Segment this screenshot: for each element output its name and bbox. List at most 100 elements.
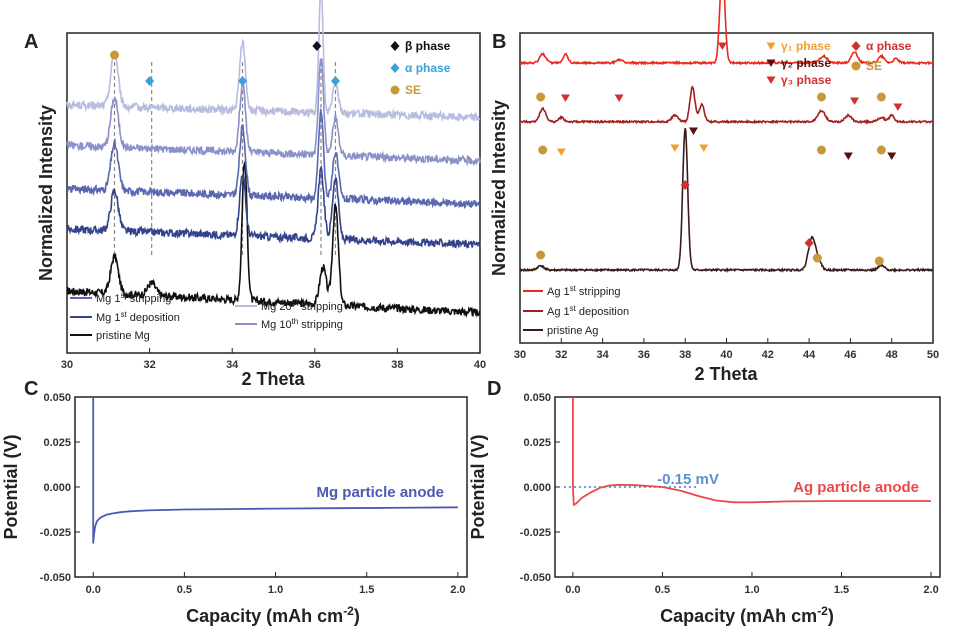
- legend-label: Mg 1st deposition: [96, 310, 180, 324]
- legend-label: Ag 1st deposition: [547, 304, 629, 318]
- alpha-marker: [680, 180, 690, 190]
- legend-label: pristine Ag: [547, 325, 598, 337]
- y-tick-label: -0.025: [40, 527, 71, 539]
- x-tick-label: 50: [927, 349, 939, 361]
- x-tick-label: 30: [514, 349, 526, 361]
- panel-a-ylabel: Normalized Intensity: [36, 105, 56, 281]
- panel-a-xrd-mg: 30 32 34 36 38 40 Mg 1st stripping Mg 1st depo…: [36, 0, 486, 389]
- x-tick-label: 46: [844, 349, 856, 361]
- gamma2-marker: [843, 152, 853, 160]
- y-tick-label: 0.000: [43, 482, 71, 494]
- gamma1-marker: [670, 144, 680, 152]
- x-tick-label: 32: [143, 359, 155, 371]
- series-line: [519, 128, 934, 274]
- panel-d-ylabel: Potential (V): [468, 434, 488, 539]
- y-tick-label: 0.025: [43, 437, 71, 449]
- legend-marker-label: α phase: [405, 61, 451, 75]
- y-tick-label: -0.050: [40, 572, 71, 584]
- x-tick-label: 44: [803, 349, 816, 361]
- legend-marker-label: β phase: [405, 39, 451, 53]
- panel-c-voltage-mg: 0.0 0.5 1.0 1.5 2.0 -0.050 -0.025 0.000 0.025 0.0…: [1, 392, 468, 626]
- legend-marker: [390, 41, 400, 51]
- SE-marker: [812, 253, 822, 263]
- y-tick-label: -0.050: [520, 572, 551, 584]
- alpha-marker: [238, 76, 248, 86]
- gamma2-marker: [887, 152, 897, 160]
- series-line: [66, 164, 481, 250]
- gamma2-marker: [688, 127, 698, 135]
- x-tick-label: 2.0: [450, 584, 465, 596]
- series-line: [92, 397, 458, 544]
- SE-marker: [816, 145, 826, 155]
- series-line: [572, 397, 931, 506]
- SE-marker: [816, 92, 826, 102]
- x-tick-label: 38: [391, 359, 403, 371]
- x-tick-label: 1.5: [834, 584, 849, 596]
- series-line: [66, 58, 481, 167]
- y-tick-label: 0.050: [43, 392, 71, 404]
- gamma1-marker: [556, 148, 566, 156]
- legend-marker-label: α phase: [866, 39, 912, 53]
- x-tick-label: 0.0: [565, 584, 580, 596]
- panel-b-label: B: [492, 31, 506, 53]
- legend-marker: [390, 85, 400, 95]
- panel-d-ref-annotation: -0.15 mV: [657, 471, 719, 488]
- alpha-marker: [804, 238, 814, 248]
- panel-c-ylabel: Potential (V): [1, 434, 21, 539]
- y-tick-label: 0.000: [523, 482, 551, 494]
- SE-marker: [109, 50, 119, 60]
- legend-label: pristine Mg: [96, 330, 150, 342]
- x-tick-label: 0.5: [177, 584, 192, 596]
- series-line: [519, 85, 934, 125]
- x-tick-label: 34: [226, 359, 239, 371]
- legend-marker-label: γ₃ phase: [781, 73, 832, 87]
- series-line: [66, 161, 481, 318]
- x-tick-label: 40: [474, 359, 486, 371]
- SE-marker: [876, 92, 886, 102]
- gamma3-marker: [560, 94, 570, 102]
- SE-marker: [538, 145, 548, 155]
- panel-c-label: C: [24, 378, 38, 400]
- SE-marker: [536, 92, 546, 102]
- legend-label: Mg 10th stripping: [261, 317, 343, 331]
- legend-label: Mg 1st stripping: [96, 291, 171, 305]
- x-tick-label: 32: [555, 349, 567, 361]
- x-tick-label: 30: [61, 359, 73, 371]
- panel-a-label: A: [24, 31, 38, 53]
- legend-marker-label: SE: [405, 83, 421, 97]
- x-tick-label: 0.5: [655, 584, 670, 596]
- y-tick-label: 0.025: [523, 437, 551, 449]
- x-tick-label: 48: [886, 349, 898, 361]
- series-line: [519, 0, 934, 66]
- panel-c-xlabel: Capacity (mAh cm-2): [186, 604, 360, 626]
- panel-b-xlabel: 2 Theta: [694, 364, 758, 384]
- x-tick-label: 38: [679, 349, 691, 361]
- gamma1-marker: [699, 144, 709, 152]
- legend-marker-label: SE: [866, 59, 882, 73]
- x-tick-label: 0.0: [86, 584, 101, 596]
- legend-marker: [851, 41, 861, 51]
- y-tick-label: -0.025: [520, 527, 551, 539]
- legend-marker: [851, 61, 861, 71]
- legend-marker: [766, 42, 776, 50]
- gamma3-marker: [893, 103, 903, 111]
- panel-c-annotation: Mg particle anode: [316, 484, 444, 501]
- gamma3-marker: [850, 97, 860, 105]
- legend-marker-label: γ₂ phase: [781, 56, 831, 70]
- alpha-marker: [330, 76, 340, 86]
- gamma3-marker: [717, 42, 727, 50]
- gamma3-marker: [614, 94, 624, 102]
- panel-d-xlabel: Capacity (mAh cm-2): [660, 604, 834, 626]
- x-tick-label: 1.5: [359, 584, 374, 596]
- legend-label: Ag 1st stripping: [547, 284, 621, 298]
- panel-b-ylabel: Normalized Intensity: [489, 100, 509, 276]
- x-tick-label: 1.0: [744, 584, 759, 596]
- x-tick-label: 34: [596, 349, 609, 361]
- x-tick-label: 2.0: [923, 584, 938, 596]
- legend-marker-label: γ₁ phase: [781, 39, 831, 53]
- legend-marker: [766, 59, 776, 67]
- x-tick-label: 36: [309, 359, 321, 371]
- x-tick-label: 42: [762, 349, 774, 361]
- panel-a-xlabel: 2 Theta: [241, 369, 305, 389]
